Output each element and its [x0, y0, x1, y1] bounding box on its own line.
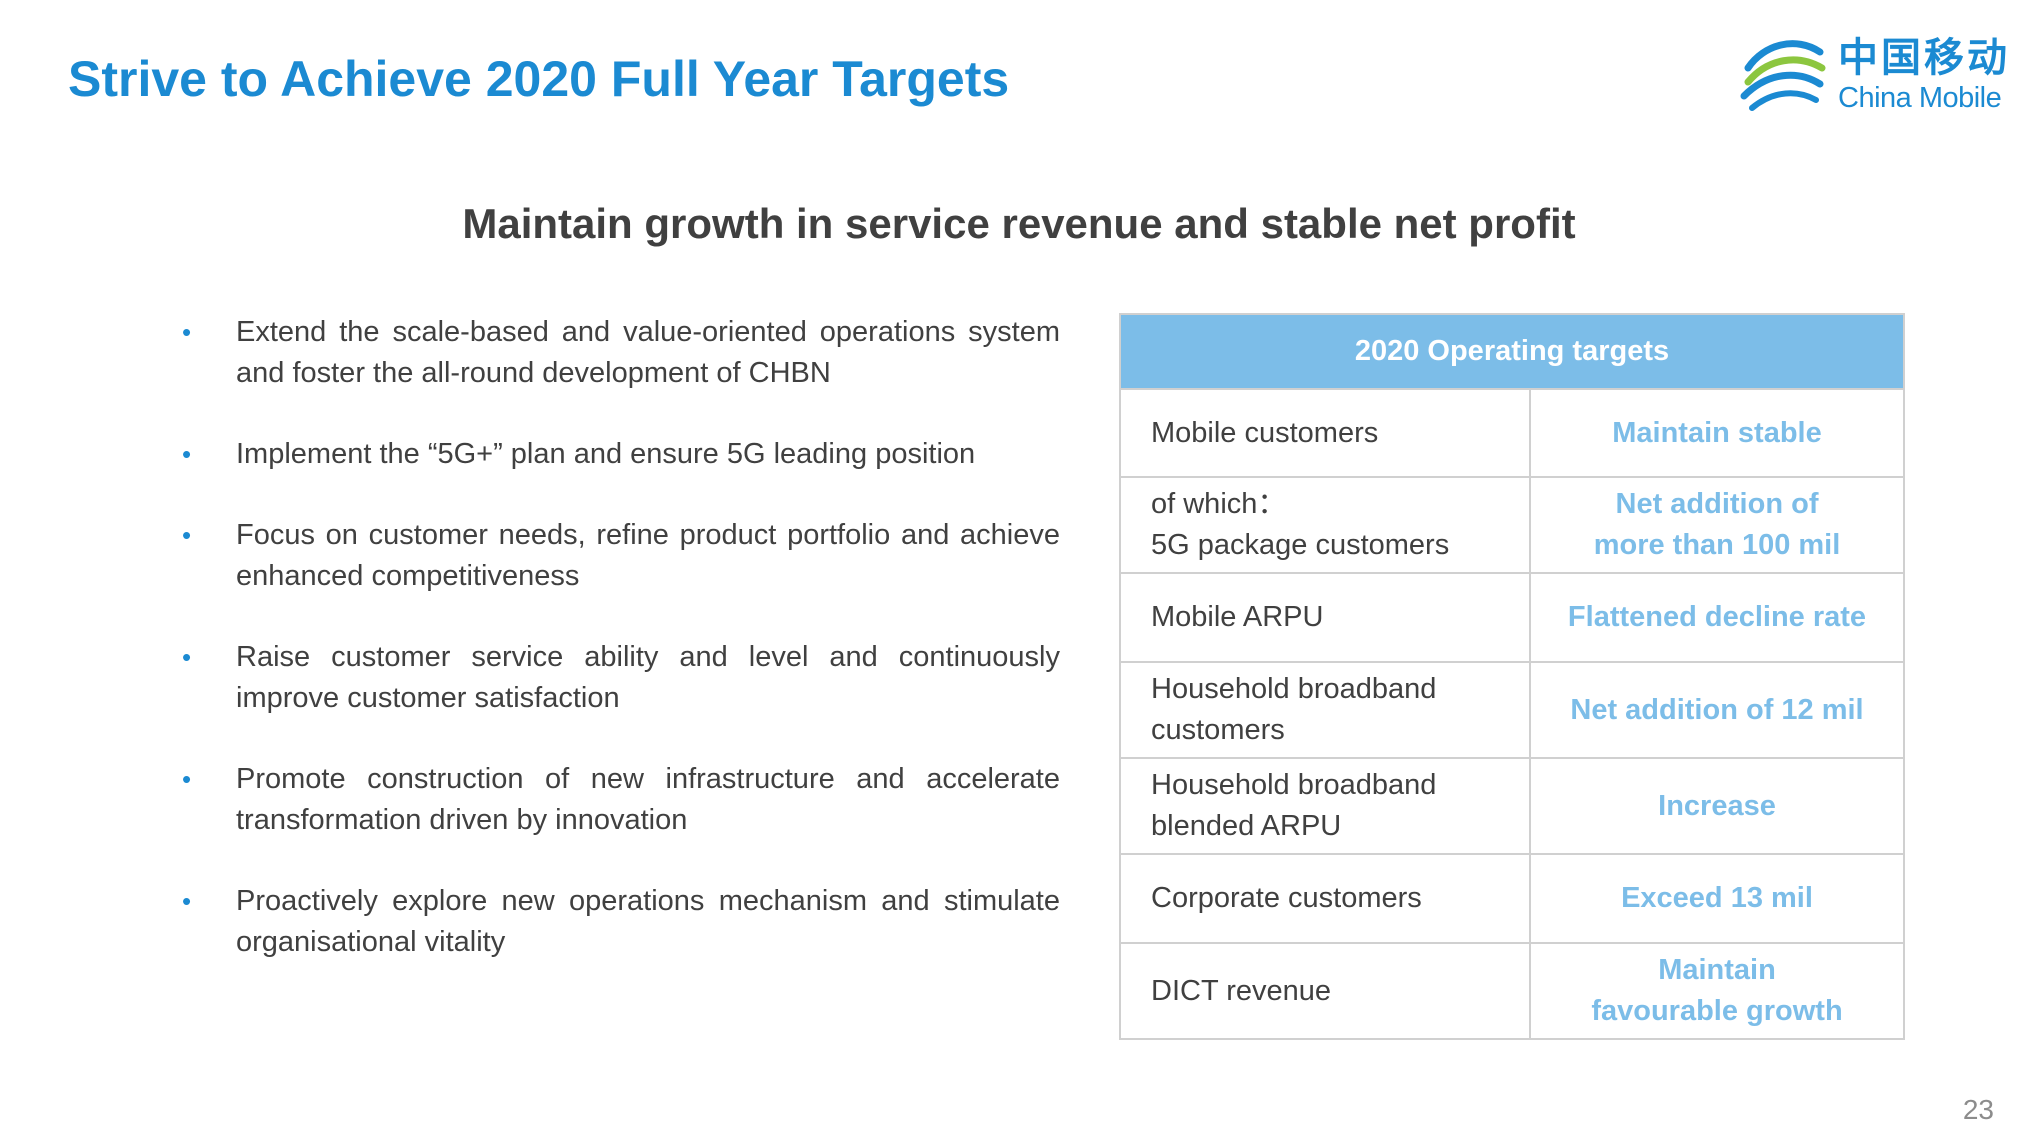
table-header: 2020 Operating targets — [1119, 313, 1905, 390]
metric-label: Household broadband — [1151, 769, 1437, 801]
operating-targets-table: 2020 Operating targets Mobile customers … — [1119, 313, 1905, 1040]
target-value: more than 100 mil — [1593, 529, 1841, 561]
table-row: Mobile ARPU Flattened decline rate — [1119, 572, 1905, 663]
target-cell: Net addition of more than 100 mil — [1529, 476, 1905, 574]
metric-label: Mobile customers — [1151, 416, 1379, 449]
bullet-text: Promote construction of new infrastructu… — [236, 763, 1060, 836]
target-value: Net addition of 12 mil — [1570, 693, 1864, 726]
logo-chinese-text: 中国移动 — [1838, 35, 2010, 81]
bullet-text: Proactively explore new operations mecha… — [236, 885, 1060, 958]
bullet-dot-icon: • — [182, 764, 192, 794]
target-cell: Maintain favourable growth — [1529, 942, 1905, 1040]
page-title: Strive to Achieve 2020 Full Year Targets — [68, 51, 1010, 107]
bullet-text: Raise customer service ability and level… — [236, 641, 1060, 714]
metric-cell: Household broadband blended ARPU — [1119, 757, 1531, 855]
bullet-item: • Raise customer service ability and leve… — [180, 637, 1060, 759]
metric-label: of which： — [1151, 488, 1287, 520]
metric-cell: Corporate customers — [1119, 853, 1531, 944]
target-value: favourable growth — [1591, 995, 1843, 1027]
target-value: Increase — [1658, 789, 1776, 822]
table-header-row: 2020 Operating targets — [1119, 313, 1905, 390]
target-cell: Net addition of 12 mil — [1529, 661, 1905, 759]
metric-label: 5G package customers — [1151, 529, 1450, 561]
logo-english-text: China Mobile — [1838, 82, 2002, 114]
metric-cell: of which： 5G package customers — [1119, 476, 1531, 574]
target-cell: Maintain stable — [1529, 388, 1905, 478]
target-cell: Exceed 13 mil — [1529, 853, 1905, 944]
target-value: Exceed 13 mil — [1621, 882, 1813, 914]
table-row: DICT revenue Maintain favourable growth — [1119, 942, 1905, 1040]
china-mobile-logo: 中国移动 China Mobile — [1740, 32, 2020, 122]
metric-cell: Mobile customers — [1119, 388, 1531, 478]
bullet-dot-icon: • — [182, 520, 192, 550]
metric-label: Corporate customers — [1151, 882, 1422, 914]
metric-label: Mobile ARPU — [1151, 601, 1324, 633]
bullet-dot-icon: • — [182, 886, 192, 916]
bullet-item: • Focus on customer needs, refine product… — [180, 515, 1060, 637]
metric-label: DICT revenue — [1151, 974, 1331, 1007]
bullet-text: Implement the “5G+” plan and ensure 5G l… — [236, 438, 976, 470]
page-number: 23 — [1962, 1094, 1994, 1125]
section-subtitle: Maintain growth in service revenue and s… — [462, 200, 1576, 247]
target-value: Maintain — [1658, 954, 1776, 986]
target-cell: Flattened decline rate — [1529, 572, 1905, 663]
target-value: Maintain stable — [1612, 416, 1822, 449]
target-value: Flattened decline rate — [1567, 601, 1867, 633]
metric-label: Household broadband — [1151, 673, 1437, 705]
bullet-dot-icon: • — [182, 642, 192, 672]
bullet-dot-icon: • — [182, 317, 192, 347]
table-row: Household broadband customers Net additio… — [1119, 661, 1905, 759]
table-row: Corporate customers Exceed 13 mil — [1119, 853, 1905, 944]
metric-label: blended ARPU — [1151, 810, 1342, 842]
table-row: Mobile customers Maintain stable — [1119, 388, 1905, 478]
bullet-text: Focus on customer needs, refine product … — [236, 519, 1060, 592]
bullet-item: • Implement the “5G+” plan and ensure 5G … — [180, 434, 1060, 515]
metric-label: customers — [1151, 714, 1285, 746]
target-cell: Increase — [1529, 757, 1905, 855]
table-row: Household broadband blended ARPU Increase — [1119, 757, 1905, 855]
bullet-item: • Extend the scale-based and value-orient… — [180, 312, 1060, 434]
bullet-item: • Proactively explore new operations mech… — [180, 881, 1060, 963]
bullet-list: • Extend the scale-based and value-orient… — [180, 312, 1060, 963]
china-mobile-emblem-icon — [1740, 40, 1826, 111]
bullet-dot-icon: • — [182, 439, 192, 469]
metric-cell: Mobile ARPU — [1119, 572, 1531, 663]
table-row: of which： 5G package customers Net additi… — [1119, 476, 1905, 574]
metric-cell: Household broadband customers — [1119, 661, 1531, 759]
bullet-item: • Promote construction of new infrastruct… — [180, 759, 1060, 881]
target-value: Net addition of — [1615, 488, 1819, 520]
metric-cell: DICT revenue — [1119, 942, 1531, 1040]
bullet-text: Extend the scale-based and value-oriente… — [236, 316, 1060, 389]
